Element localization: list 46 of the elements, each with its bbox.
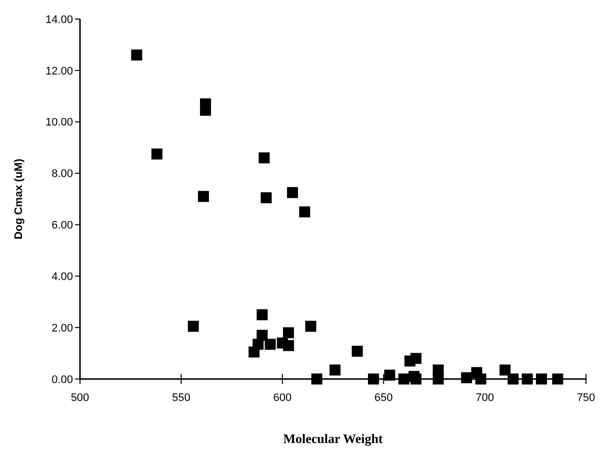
point bbox=[287, 187, 298, 198]
y-tick-label: 2.00 bbox=[52, 322, 73, 334]
point bbox=[188, 320, 199, 332]
point bbox=[410, 374, 422, 384]
x-tick-label: 600 bbox=[273, 392, 292, 404]
y-tick-label: 8.00 bbox=[52, 168, 73, 180]
point bbox=[151, 148, 162, 160]
point bbox=[552, 374, 564, 384]
point bbox=[258, 152, 270, 164]
x-tick-label: 650 bbox=[374, 392, 393, 404]
y-tick-label: 4.00 bbox=[52, 270, 73, 283]
point bbox=[461, 372, 472, 384]
x-tick-label: 750 bbox=[576, 392, 596, 404]
point bbox=[368, 374, 379, 384]
point bbox=[398, 374, 410, 384]
x-tick-label: 700 bbox=[476, 392, 494, 404]
point bbox=[522, 374, 533, 384]
y-axis-title: Dog Cmax (uM) bbox=[13, 158, 25, 240]
x-tick-label: 500 bbox=[70, 392, 90, 404]
point bbox=[198, 190, 209, 202]
point bbox=[256, 309, 268, 320]
point bbox=[500, 364, 511, 376]
point bbox=[311, 374, 322, 384]
point bbox=[252, 338, 264, 350]
point bbox=[282, 327, 294, 338]
y-tick-label: 10.00 bbox=[45, 116, 73, 129]
point bbox=[299, 206, 310, 218]
point bbox=[260, 192, 272, 204]
y-tick-label: 14.00 bbox=[45, 14, 73, 26]
point bbox=[536, 374, 547, 384]
point bbox=[264, 338, 276, 350]
point bbox=[131, 50, 142, 60]
point bbox=[475, 374, 486, 384]
point bbox=[305, 320, 316, 332]
point bbox=[432, 374, 444, 384]
point bbox=[410, 352, 422, 364]
x-axis-title: Molecular Weight bbox=[283, 431, 384, 446]
point bbox=[508, 374, 519, 384]
y-tick-label: 12.00 bbox=[45, 65, 73, 78]
y-tick-label: 6.00 bbox=[52, 220, 73, 232]
point bbox=[384, 370, 396, 381]
point bbox=[282, 340, 294, 352]
x-tick-label: 550 bbox=[172, 392, 190, 404]
point bbox=[330, 364, 341, 376]
y-tick-label: 0.00 bbox=[52, 374, 73, 386]
point bbox=[352, 346, 363, 357]
